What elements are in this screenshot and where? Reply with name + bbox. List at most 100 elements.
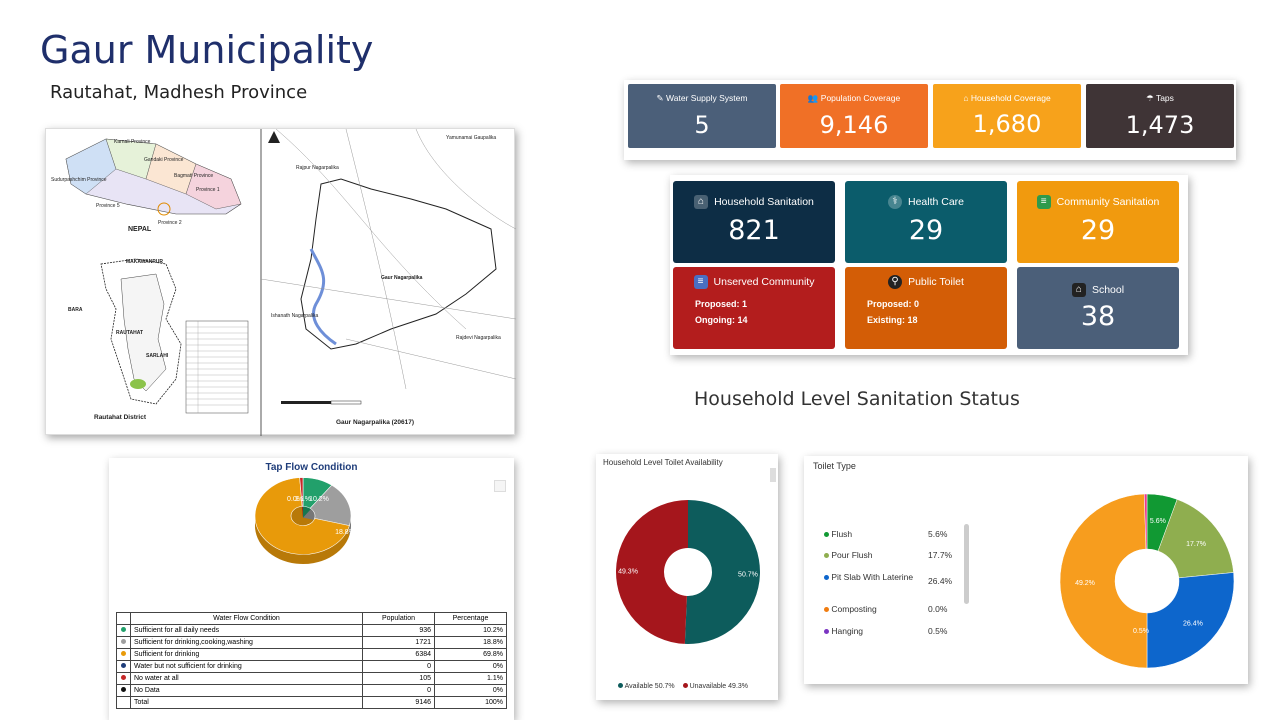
section-heading-household-sanitation: Household Level Sanitation Status: [694, 388, 1020, 410]
kpi-population-coverage: 👥 Population Coverage 9,146: [780, 84, 928, 148]
table-header-condition: Water Flow Condition: [130, 612, 363, 625]
legend-pct: 50.7%: [654, 683, 675, 690]
card-label: Public Toilet: [908, 276, 964, 288]
document-icon: ≡: [1036, 195, 1051, 209]
location-map: Karnali Province Gandaki Province Bagmat…: [45, 128, 516, 436]
legend-marker: [618, 683, 623, 688]
row-population: 0: [362, 660, 435, 673]
donut-data-label: 26.4%: [1183, 621, 1203, 628]
row-percentage: 100%: [434, 696, 507, 709]
row-percentage: 1.1%: [434, 672, 507, 685]
card-public-toilet: ⚲ Public Toilet Proposed: 0 Existing: 18: [845, 267, 1007, 349]
map-label-ishanath: Ishanath Nagarpalika: [271, 313, 318, 319]
row-marker: [116, 696, 131, 709]
panel-scrollbar[interactable]: [770, 468, 776, 482]
donut-slice: [1143, 493, 1148, 550]
row-population: 0: [362, 684, 435, 697]
row-percentage: 69.8%: [434, 648, 507, 661]
legend-marker: [824, 575, 829, 580]
map-municipality-caption: Gaur Nagarpalika (20617): [336, 419, 414, 426]
legend-marker: [121, 687, 126, 692]
home-icon: ⌂: [963, 93, 969, 103]
legend-label: Pit Slab With Laterine: [831, 572, 914, 582]
legend-marker: [121, 675, 126, 680]
pie-slice: [254, 477, 350, 555]
availability-donut-chart: 50.7% 49.3%: [616, 500, 760, 644]
legend-marker: [121, 651, 126, 656]
availability-title: Household Level Toilet Availability: [603, 458, 723, 467]
donut-data-label: 17.7%: [1186, 541, 1206, 548]
legend-marker: [824, 553, 829, 558]
map-label-bara: BARA: [68, 307, 83, 313]
card-ongoing: Ongoing: 14: [695, 315, 748, 325]
legend-marker: [824, 607, 829, 612]
legend-pct: 49.3%: [728, 683, 749, 690]
legend-label: Unavailable: [689, 683, 727, 690]
pie-slice: [299, 477, 304, 507]
legend-marker: [121, 627, 126, 632]
donut-data-label: 49.3%: [618, 569, 638, 576]
card-label: Health Care: [907, 196, 965, 208]
kpi-value: 1,680: [972, 110, 1042, 138]
tap-flow-panel: Tap Flow Condition 0.0% 1.1% 10.2% 18.8% 69.…: [109, 458, 514, 720]
card-value: 29: [908, 215, 944, 246]
row-marker: [116, 672, 131, 685]
tap-flow-title: Tap Flow Condition: [265, 462, 358, 473]
card-health-care: ⚕ Health Care 29: [845, 181, 1007, 263]
map-label-sudurpashchim: Sudurpashchim Province: [51, 177, 107, 183]
map-label-province1: Province 1: [196, 187, 220, 193]
donut-slice: [1059, 493, 1148, 669]
donut-data-label: 49.2%: [1075, 580, 1095, 587]
coverage-kpi-strip: ✎ Water Supply System 5 👥 Population Cov…: [624, 80, 1236, 160]
row-marker: [116, 660, 131, 673]
expand-icon[interactable]: [494, 480, 506, 492]
map-label-makawanpur: MAKAWANPUR: [126, 259, 163, 265]
sanitation-cards: ⌂ Household Sanitation 821 ⚕ Health Care 2…: [670, 175, 1188, 355]
kpi-household-coverage: ⌂ Household Coverage 1,680: [933, 84, 1081, 148]
map-label-sarlahi: SARLAHI: [146, 353, 169, 359]
pie-slice: [309, 484, 352, 526]
map-label-gandaki: Gandaki Province: [144, 157, 184, 163]
legend-pct: 0.5%: [928, 626, 948, 636]
map-label-province2: Province 2: [158, 220, 182, 226]
donut-data-label: 5.6%: [1150, 518, 1166, 525]
card-unserved-community: ≡ Unserved Community Proposed: 1 Ongoing:…: [673, 267, 835, 349]
card-proposed: Proposed: 1: [695, 299, 748, 309]
pie-data-label: 69.8%: [265, 563, 285, 570]
map-graphic: Karnali Province Gandaki Province Bagmat…: [51, 129, 516, 436]
document-icon: ≡: [693, 275, 708, 289]
card-label: Unserved Community: [713, 276, 815, 288]
legend-item-pit-slab: Pit Slab With Laterine 26.4%: [824, 572, 952, 586]
tap-icon: ☂: [1146, 93, 1154, 103]
map-label-province5: Province 5: [96, 203, 120, 209]
legend-label: Composting: [831, 604, 877, 614]
toilet-availability-panel: Household Level Toilet Availability 50.7…: [596, 454, 778, 700]
table-row: Sufficient for drinking 6384 69.8%: [116, 648, 507, 661]
map-gaur-label: Gaur Nagarpalika: [381, 275, 423, 281]
map-label-karnali: Karnali Province: [114, 139, 151, 145]
map-label-bagmati: Bagmati Province: [174, 173, 213, 179]
row-population: 105: [362, 672, 435, 685]
legend-marker: [682, 683, 688, 688]
map-label-rajdevi: Rajdevi Nagarpalika: [456, 335, 501, 341]
row-condition: No Data: [130, 684, 363, 697]
legend-label: Hanging: [831, 626, 864, 636]
donut-slice: [1157, 499, 1234, 579]
legend-item-composting: Composting 0.0%: [824, 604, 954, 614]
house-icon: ⌂: [694, 195, 709, 209]
legend-label: Pour Flush: [831, 550, 873, 560]
row-population: 1721: [362, 636, 435, 649]
row-percentage: 0%: [434, 684, 507, 697]
kpi-value: 5: [694, 111, 710, 139]
kpi-taps: ☂ Taps 1,473: [1086, 84, 1234, 148]
page-subtitle: Rautahat, Madhesh Province: [50, 82, 308, 103]
table-row-total: Total 9146 100%: [116, 696, 507, 709]
legend-pct: 0.0%: [928, 604, 948, 614]
toilet-type-title: Toilet Type: [813, 461, 856, 471]
table-header-row: Water Flow Condition Population Percenta…: [116, 612, 507, 625]
users-icon: 👥: [807, 93, 819, 103]
legend-scrollbar[interactable]: [964, 524, 969, 604]
pie-data-label: 18.8%: [335, 529, 355, 536]
row-condition: Total: [130, 696, 363, 709]
availability-legend: Available 50.7% Unavailable 49.3%: [618, 683, 748, 690]
